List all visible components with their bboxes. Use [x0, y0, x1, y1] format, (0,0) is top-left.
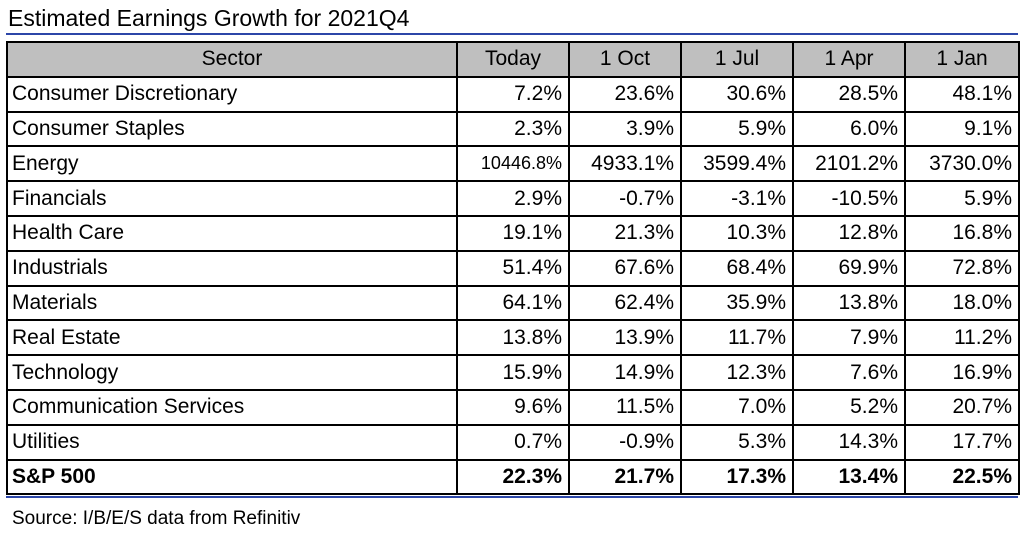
value-cell: 11.2%	[904, 319, 1020, 357]
value-cell: 13.4%	[792, 458, 906, 496]
value-cell: 10446.8%	[456, 145, 570, 183]
value-cell: 28.5%	[792, 75, 906, 113]
value-cell: 2101.2%	[792, 145, 906, 183]
value-cell: 72.8%	[904, 249, 1020, 287]
table-row: Financials 2.9% -0.7% -3.1% -10.5% 5.9%	[6, 180, 1020, 217]
value-cell: 22.5%	[904, 458, 1020, 496]
table-row: Energy 10446.8% 4933.1% 3599.4% 2101.2% 3730.…	[6, 145, 1020, 183]
sector-cell: Health Care	[6, 214, 458, 252]
value-cell: 3.9%	[568, 110, 682, 148]
table-row: Communication Services 9.6% 11.5% 7.0% 5.2% 2…	[6, 388, 1020, 426]
sector-cell: Communication Services	[6, 388, 458, 426]
column-header-1-apr: 1 Apr	[792, 41, 906, 78]
value-cell: 14.3%	[792, 423, 906, 461]
value-cell: 3730.0%	[904, 145, 1020, 183]
value-cell: 67.6%	[568, 249, 682, 287]
value-cell: 22.3%	[456, 458, 570, 496]
sector-cell: Real Estate	[6, 319, 458, 357]
sector-cell: Consumer Discretionary	[6, 75, 458, 113]
table-row: Industrials 51.4% 67.6% 68.4% 69.9% 72.8%	[6, 249, 1020, 287]
value-cell: 7.0%	[680, 388, 794, 426]
value-cell: -0.9%	[568, 423, 682, 461]
value-cell: 16.9%	[904, 354, 1020, 391]
value-cell: 5.2%	[792, 388, 906, 426]
table-body: Consumer Discretionary 7.2% 23.6% 30.6% 28.5…	[6, 75, 1020, 496]
value-cell: -3.1%	[680, 180, 794, 217]
total-row: S&P 500 22.3% 21.7% 17.3% 13.4% 22.5%	[6, 458, 1020, 496]
value-cell: 2.3%	[456, 110, 570, 148]
value-cell: 64.1%	[456, 284, 570, 322]
sector-cell: Energy	[6, 145, 458, 183]
top-divider	[6, 33, 1018, 35]
table-row: Technology 15.9% 14.9% 12.3% 7.6% 16.9%	[6, 354, 1020, 391]
value-cell: 7.9%	[792, 319, 906, 357]
value-cell: 7.2%	[456, 75, 570, 113]
value-cell: 9.1%	[904, 110, 1020, 148]
value-cell: 6.0%	[792, 110, 906, 148]
value-cell: 4933.1%	[568, 145, 682, 183]
value-cell: 69.9%	[792, 249, 906, 287]
sector-cell: Consumer Staples	[6, 110, 458, 148]
value-cell: -0.7%	[568, 180, 682, 217]
value-cell: 5.9%	[680, 110, 794, 148]
value-cell: 62.4%	[568, 284, 682, 322]
value-cell: 12.8%	[792, 214, 906, 252]
sector-cell: Technology	[6, 354, 458, 391]
value-cell: 13.8%	[456, 319, 570, 357]
value-cell: 17.3%	[680, 458, 794, 496]
value-cell: 10.3%	[680, 214, 794, 252]
value-cell: 18.0%	[904, 284, 1020, 322]
value-cell: 7.6%	[792, 354, 906, 391]
table-row: Utilities 0.7% -0.9% 5.3% 14.3% 17.7%	[6, 423, 1020, 461]
sector-cell: Utilities	[6, 423, 458, 461]
table-title: Estimated Earnings Growth for 2021Q4	[8, 5, 410, 31]
value-cell: -10.5%	[792, 180, 906, 217]
value-cell: 35.9%	[680, 284, 794, 322]
value-cell: 12.3%	[680, 354, 794, 391]
value-cell: 21.3%	[568, 214, 682, 252]
value-cell: 9.6%	[456, 388, 570, 426]
earnings-growth-table: Sector Today 1 Oct 1 Jul 1 Apr 1 Jan Con…	[6, 41, 1020, 496]
source-note: Source: I/B/E/S data from Refinitiv	[12, 508, 301, 529]
value-cell: 0.7%	[456, 423, 570, 461]
value-cell: 21.7%	[568, 458, 682, 496]
bottom-divider	[6, 496, 1018, 498]
value-cell: 19.1%	[456, 214, 570, 252]
value-cell: 16.8%	[904, 214, 1020, 252]
value-cell: 13.9%	[568, 319, 682, 357]
sector-cell: Financials	[6, 180, 458, 217]
value-cell: 23.6%	[568, 75, 682, 113]
value-cell: 51.4%	[456, 249, 570, 287]
column-header-1-jul: 1 Jul	[680, 41, 794, 78]
table-row: Consumer Staples 2.3% 3.9% 5.9% 6.0% 9.1%	[6, 110, 1020, 148]
value-cell: 5.3%	[680, 423, 794, 461]
column-header-today: Today	[456, 41, 570, 78]
value-cell: 14.9%	[568, 354, 682, 391]
sector-cell: Materials	[6, 284, 458, 322]
column-header-1-oct: 1 Oct	[568, 41, 682, 78]
value-cell: 20.7%	[904, 388, 1020, 426]
value-cell: 2.9%	[456, 180, 570, 217]
table-row: Materials 64.1% 62.4% 35.9% 13.8% 18.0%	[6, 284, 1020, 322]
value-cell: 30.6%	[680, 75, 794, 113]
value-cell: 5.9%	[904, 180, 1020, 217]
value-cell: 11.7%	[680, 319, 794, 357]
table-row: Health Care 19.1% 21.3% 10.3% 12.8% 16.8%	[6, 214, 1020, 252]
header-row: Sector Today 1 Oct 1 Jul 1 Apr 1 Jan	[6, 41, 1020, 78]
sector-cell: S&P 500	[6, 458, 458, 496]
table-row: Consumer Discretionary 7.2% 23.6% 30.6% 28.5…	[6, 75, 1020, 113]
value-cell: 13.8%	[792, 284, 906, 322]
value-cell: 48.1%	[904, 75, 1020, 113]
column-header-1-jan: 1 Jan	[904, 41, 1020, 78]
value-cell: 3599.4%	[680, 145, 794, 183]
value-cell: 15.9%	[456, 354, 570, 391]
column-header-sector: Sector	[6, 41, 458, 78]
value-cell: 68.4%	[680, 249, 794, 287]
value-cell: 11.5%	[568, 388, 682, 426]
value-cell: 17.7%	[904, 423, 1020, 461]
sector-cell: Industrials	[6, 249, 458, 287]
table-row: Real Estate 13.8% 13.9% 11.7% 7.9% 11.2%	[6, 319, 1020, 357]
